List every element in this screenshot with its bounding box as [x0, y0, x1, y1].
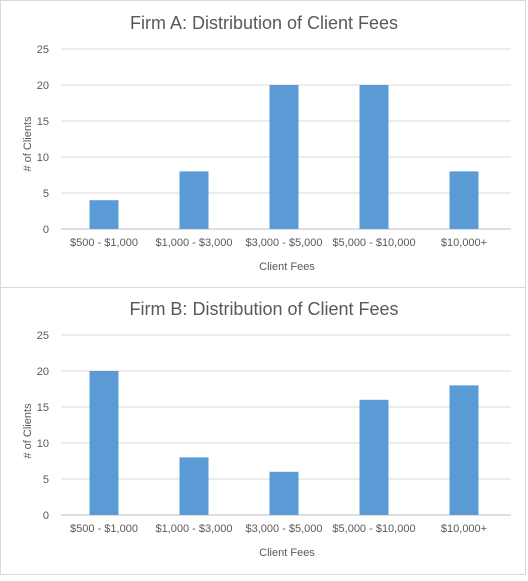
- bar: [449, 385, 479, 515]
- x-tick-label: $1,000 - $3,000: [155, 237, 232, 249]
- x-tick-label: $5,000 - $10,000: [332, 523, 415, 535]
- x-tick-label: $500 - $1,000: [70, 523, 138, 535]
- x-axis-label: Client Fees: [259, 261, 315, 273]
- y-axis-label: # of Clients: [22, 403, 34, 459]
- y-tick-label: 20: [37, 80, 49, 92]
- bar: [449, 171, 479, 229]
- y-tick-label: 15: [37, 402, 49, 414]
- bar: [179, 171, 209, 229]
- chart-panel-firm-a: Firm A: Distribution of Client Fees # of…: [0, 0, 526, 288]
- chart-firm-a: Firm A: Distribution of Client Fees # of…: [22, 13, 511, 273]
- chart-title: Firm A: Distribution of Client Fees: [130, 13, 398, 33]
- x-tick-label: $3,000 - $5,000: [245, 523, 322, 535]
- y-tick-label: 25: [37, 44, 49, 56]
- y-tick-label: 10: [37, 438, 49, 450]
- y-tick-label: 0: [43, 224, 49, 236]
- bar: [179, 457, 209, 515]
- y-tick-label: 0: [43, 510, 49, 522]
- bar: [359, 399, 389, 515]
- chart-firm-b: Firm B: Distribution of Client Fees # of…: [22, 299, 511, 559]
- y-tick-label: 25: [37, 330, 49, 342]
- x-tick-label: $5,000 - $10,000: [332, 237, 415, 249]
- x-axis-label: Client Fees: [259, 547, 315, 559]
- y-axis-label: # of Clients: [22, 116, 34, 172]
- y-tick-label: 15: [37, 116, 49, 128]
- x-tick-label: $3,000 - $5,000: [245, 237, 322, 249]
- bar: [89, 371, 119, 515]
- chart-panel-firm-b: Firm B: Distribution of Client Fees # of…: [0, 287, 526, 575]
- y-tick-label: 10: [37, 152, 49, 164]
- bar: [359, 85, 389, 229]
- x-tick-label: $500 - $1,000: [70, 237, 138, 249]
- x-tick-label: $1,000 - $3,000: [155, 523, 232, 535]
- y-tick-label: 5: [43, 188, 49, 200]
- x-tick-label: $10,000+: [441, 237, 487, 249]
- bar: [89, 200, 119, 229]
- y-tick-label: 5: [43, 474, 49, 486]
- y-tick-label: 20: [37, 366, 49, 378]
- chart-title: Firm B: Distribution of Client Fees: [129, 299, 398, 319]
- x-tick-label: $10,000+: [441, 523, 487, 535]
- bar: [269, 471, 299, 515]
- bar: [269, 85, 299, 229]
